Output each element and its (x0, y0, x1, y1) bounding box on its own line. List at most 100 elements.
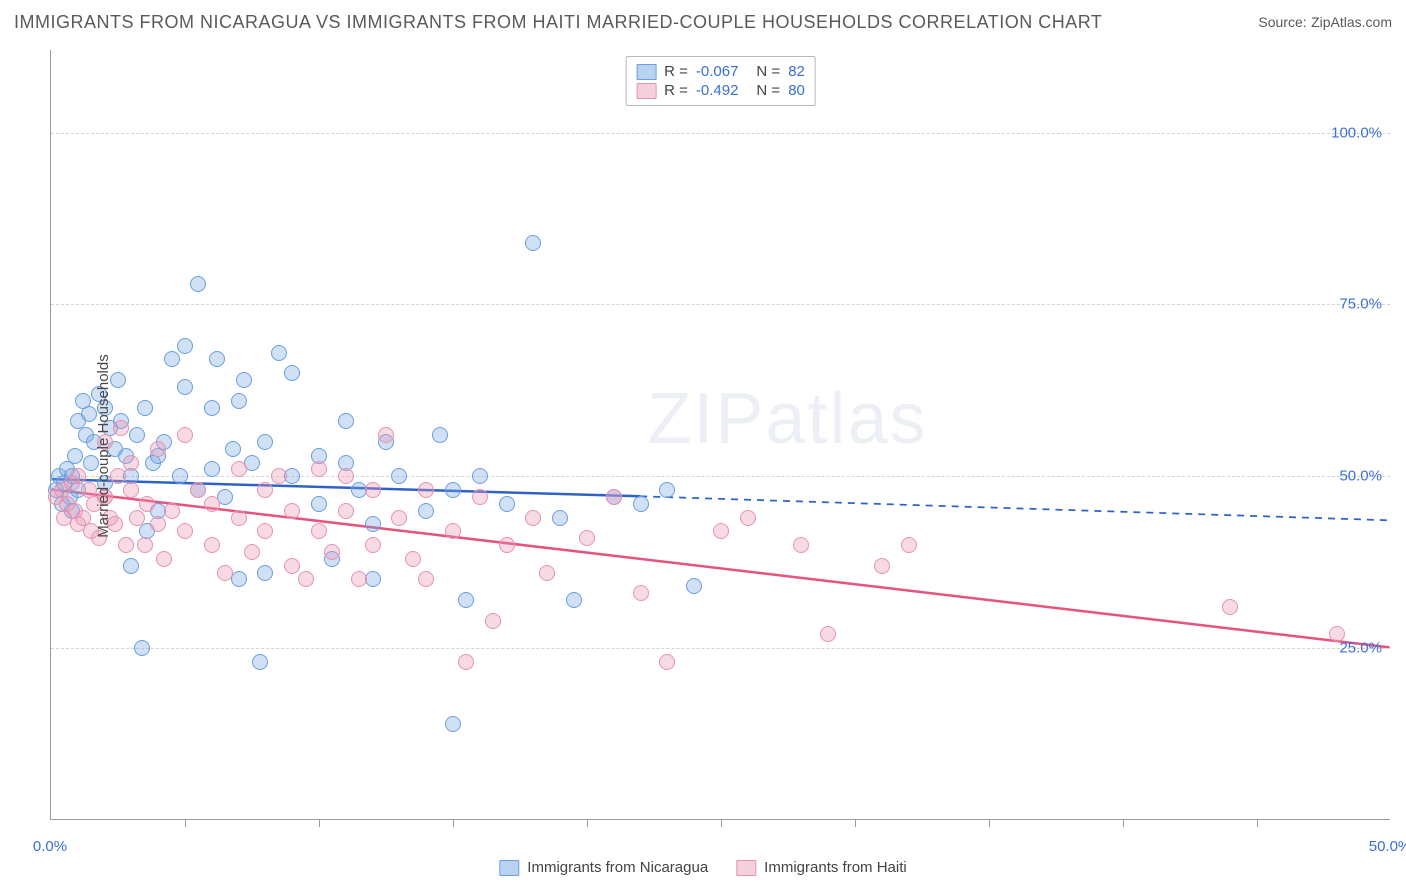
scatter-point-nicaragua (137, 400, 153, 416)
scatter-point-haiti (485, 613, 501, 629)
scatter-point-nicaragua (311, 496, 327, 512)
scatter-point-haiti (110, 468, 126, 484)
legend-swatch-nicaragua (499, 860, 519, 876)
scatter-point-nicaragua (172, 468, 188, 484)
scatter-point-haiti (177, 523, 193, 539)
scatter-point-nicaragua (204, 400, 220, 416)
stats-n-value: 82 (788, 63, 805, 80)
scatter-point-nicaragua (525, 235, 541, 251)
scatter-point-nicaragua (129, 427, 145, 443)
scatter-point-haiti (324, 544, 340, 560)
xtick-minor (721, 819, 722, 827)
xtick-minor (185, 819, 186, 827)
scatter-point-haiti (244, 544, 260, 560)
xtick-minor (453, 819, 454, 827)
y-axis-label: Married-couple Households (95, 354, 112, 537)
scatter-point-nicaragua (633, 496, 649, 512)
scatter-point-haiti (231, 510, 247, 526)
scatter-point-haiti (231, 461, 247, 477)
scatter-point-haiti (458, 654, 474, 670)
scatter-point-haiti (901, 537, 917, 553)
scatter-point-nicaragua (458, 592, 474, 608)
scatter-point-haiti (418, 571, 434, 587)
source-value: ZipAtlas.com (1311, 14, 1392, 30)
xtick-minor (1123, 819, 1124, 827)
scatter-point-nicaragua (499, 496, 515, 512)
swatch-haiti (636, 83, 656, 99)
legend-swatch-haiti (736, 860, 756, 876)
scatter-point-haiti (633, 585, 649, 601)
scatter-point-haiti (351, 571, 367, 587)
scatter-point-nicaragua (566, 592, 582, 608)
scatter-point-nicaragua (445, 482, 461, 498)
scatter-point-haiti (113, 420, 129, 436)
scatter-point-haiti (164, 503, 180, 519)
scatter-point-nicaragua (252, 654, 268, 670)
scatter-point-haiti (499, 537, 515, 553)
scatter-point-nicaragua (231, 393, 247, 409)
scatter-point-haiti (365, 482, 381, 498)
scatter-point-haiti (129, 510, 145, 526)
scatter-point-nicaragua (190, 276, 206, 292)
scatter-point-haiti (820, 626, 836, 642)
ytick-label: 50.0% (1339, 468, 1382, 485)
scatter-point-haiti (525, 510, 541, 526)
scatter-point-haiti (405, 551, 421, 567)
scatter-point-nicaragua (338, 413, 354, 429)
scatter-point-haiti (123, 482, 139, 498)
scatter-point-nicaragua (81, 406, 97, 422)
scatter-point-nicaragua (659, 482, 675, 498)
scatter-point-haiti (156, 551, 172, 567)
stats-n-label: N = (756, 63, 780, 80)
legend-item-haiti: Immigrants from Haiti (736, 859, 907, 876)
ytick-label: 25.0% (1339, 640, 1382, 657)
scatter-point-haiti (257, 482, 273, 498)
bottom-legend: Immigrants from Nicaragua Immigrants from… (499, 859, 906, 876)
scatter-point-haiti (418, 482, 434, 498)
xtick-minor (319, 819, 320, 827)
scatter-point-haiti (1329, 626, 1345, 642)
scatter-point-haiti (606, 489, 622, 505)
scatter-point-haiti (311, 523, 327, 539)
stats-r-label: R = (664, 82, 688, 99)
ytick-label: 100.0% (1331, 124, 1382, 141)
xtick-minor (989, 819, 990, 827)
scatter-point-haiti (472, 489, 488, 505)
scatter-point-nicaragua (445, 716, 461, 732)
ytick-label: 75.0% (1339, 296, 1382, 313)
scatter-point-haiti (150, 516, 166, 532)
scatter-point-haiti (70, 468, 86, 484)
scatter-point-nicaragua (418, 503, 434, 519)
scatter-point-haiti (579, 530, 595, 546)
scatter-point-haiti (793, 537, 809, 553)
legend-item-nicaragua: Immigrants from Nicaragua (499, 859, 708, 876)
scatter-point-haiti (391, 510, 407, 526)
scatter-point-haiti (137, 537, 153, 553)
xtick-minor (1257, 819, 1258, 827)
scatter-point-nicaragua (472, 468, 488, 484)
gridline-h (51, 304, 1390, 305)
scatter-point-haiti (298, 571, 314, 587)
scatter-point-haiti (118, 537, 134, 553)
stats-r-label: R = (664, 63, 688, 80)
scatter-point-nicaragua (225, 441, 241, 457)
scatter-point-haiti (713, 523, 729, 539)
source-label: Source: (1258, 14, 1306, 30)
scatter-point-nicaragua (552, 510, 568, 526)
scatter-point-nicaragua (432, 427, 448, 443)
scatter-point-haiti (874, 558, 890, 574)
scatter-point-haiti (204, 537, 220, 553)
stats-row-haiti: R =-0.492N =80 (636, 81, 805, 100)
scatter-point-nicaragua (686, 578, 702, 594)
scatter-point-haiti (284, 558, 300, 574)
scatter-point-haiti (257, 523, 273, 539)
scatter-point-haiti (177, 427, 193, 443)
swatch-nicaragua (636, 64, 656, 80)
scatter-point-nicaragua (123, 558, 139, 574)
scatter-point-nicaragua (284, 365, 300, 381)
scatter-point-haiti (539, 565, 555, 581)
scatter-point-nicaragua (110, 372, 126, 388)
xtick-minor (587, 819, 588, 827)
scatter-point-haiti (139, 496, 155, 512)
scatter-point-haiti (271, 468, 287, 484)
